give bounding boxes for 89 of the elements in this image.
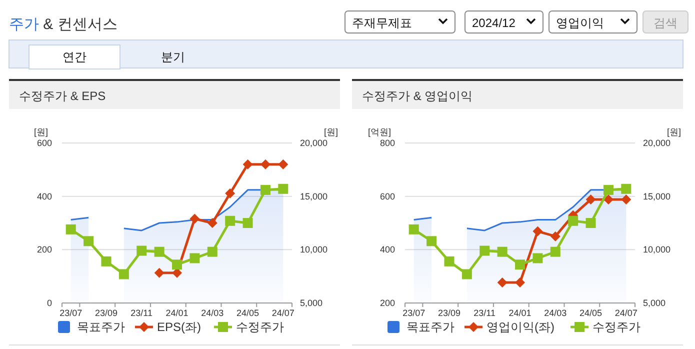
point bbox=[550, 246, 560, 257]
search-button: 검색 bbox=[642, 10, 688, 34]
x-tick-label: 23/11 bbox=[474, 308, 496, 318]
y-tick-label: 800 bbox=[380, 138, 395, 148]
x-tick-label: 24/07 bbox=[614, 308, 638, 318]
point bbox=[101, 256, 112, 266]
point bbox=[408, 224, 419, 234]
point bbox=[242, 218, 253, 228]
y-tick-label: 200 bbox=[36, 244, 52, 255]
y2-axis-title: [원] bbox=[666, 127, 681, 137]
dropdown: 2024/12 bbox=[464, 10, 544, 34]
point bbox=[207, 246, 218, 257]
point bbox=[207, 218, 218, 228]
point bbox=[66, 224, 76, 234]
point bbox=[154, 268, 164, 278]
point bbox=[480, 246, 490, 256]
point bbox=[586, 218, 596, 228]
dropdown: 주재무제표 bbox=[344, 10, 456, 34]
point bbox=[621, 184, 632, 194]
chart-title: 수정주가 & 영업이익 bbox=[362, 89, 473, 103]
x-tick-label: 24/03 bbox=[201, 308, 224, 318]
point bbox=[225, 216, 236, 226]
y2-axis-title: [원] bbox=[324, 127, 338, 137]
y2-tick-label: 10,000 bbox=[300, 244, 328, 255]
point bbox=[225, 188, 236, 198]
legend-label: EPS(좌) bbox=[157, 320, 202, 334]
x-tick-label: 23/07 bbox=[402, 308, 426, 318]
point bbox=[190, 253, 200, 264]
point bbox=[497, 277, 508, 288]
point bbox=[172, 260, 182, 270]
y-tick-label: 600 bbox=[380, 191, 395, 202]
x-tick-label: 24/05 bbox=[580, 308, 602, 318]
point bbox=[603, 184, 614, 195]
point bbox=[190, 214, 200, 224]
text: 주가 & 컨센서스 bbox=[9, 16, 118, 33]
y-tick-label: 0 bbox=[46, 298, 52, 308]
x-tick-label: 24/05 bbox=[236, 308, 260, 318]
point bbox=[278, 159, 288, 170]
y2-tick-label: 15,000 bbox=[300, 191, 328, 202]
point bbox=[603, 194, 614, 205]
x-tick-label: 23/09 bbox=[94, 308, 118, 318]
y-axis-title: [원] bbox=[34, 127, 48, 137]
x-tick-label: 23/11 bbox=[130, 308, 153, 318]
y-tick-label: 400 bbox=[36, 191, 52, 202]
point bbox=[136, 246, 147, 256]
y2-tick-label: 5,000 bbox=[643, 298, 666, 308]
dropdown: 영업이익 bbox=[548, 10, 638, 34]
y2-tick-label: 20,000 bbox=[643, 138, 671, 148]
point bbox=[154, 246, 164, 257]
y2-tick-label: 15,000 bbox=[643, 191, 671, 202]
chart-title: 수정주가 & EPS bbox=[19, 89, 106, 103]
y-axis-title: [억원] bbox=[368, 127, 391, 137]
y-tick-label: 400 bbox=[380, 244, 395, 255]
tab: 연간 bbox=[28, 44, 120, 70]
point bbox=[260, 184, 270, 195]
point bbox=[242, 159, 253, 170]
legend-label: 수정주가 bbox=[592, 320, 640, 334]
point bbox=[568, 216, 578, 226]
legend-label: 수정주가 bbox=[236, 320, 284, 334]
point bbox=[444, 256, 454, 266]
legend-label: 목표주가 bbox=[406, 320, 454, 334]
x-tick-label: 24/01 bbox=[508, 308, 532, 318]
point bbox=[515, 260, 525, 270]
point bbox=[532, 226, 543, 236]
y-tick-label: 200 bbox=[380, 298, 395, 308]
point bbox=[586, 194, 596, 205]
point bbox=[497, 246, 508, 257]
y-tick-label: 600 bbox=[36, 138, 52, 148]
x-tick-label: 24/03 bbox=[544, 308, 567, 318]
y2-tick-label: 20,000 bbox=[300, 138, 328, 148]
point bbox=[515, 277, 525, 288]
point bbox=[462, 269, 472, 280]
point bbox=[278, 184, 288, 194]
legend-label: 영업이익(좌) bbox=[486, 320, 554, 334]
y2-tick-label: 5,000 bbox=[300, 298, 323, 308]
x-tick-label: 23/09 bbox=[438, 308, 460, 318]
text: 분기 bbox=[161, 50, 185, 64]
y2-tick-label: 10,000 bbox=[643, 244, 671, 255]
point bbox=[621, 194, 632, 205]
point bbox=[532, 253, 543, 264]
point bbox=[84, 236, 94, 246]
x-tick-label: 23/07 bbox=[60, 308, 82, 318]
point bbox=[260, 159, 270, 170]
x-tick-label: 24/07 bbox=[272, 308, 294, 318]
x-tick-label: 24/01 bbox=[166, 308, 188, 318]
legend-label: 목표주가 bbox=[77, 320, 125, 334]
point bbox=[426, 236, 437, 246]
point bbox=[550, 231, 560, 242]
point bbox=[118, 269, 129, 280]
